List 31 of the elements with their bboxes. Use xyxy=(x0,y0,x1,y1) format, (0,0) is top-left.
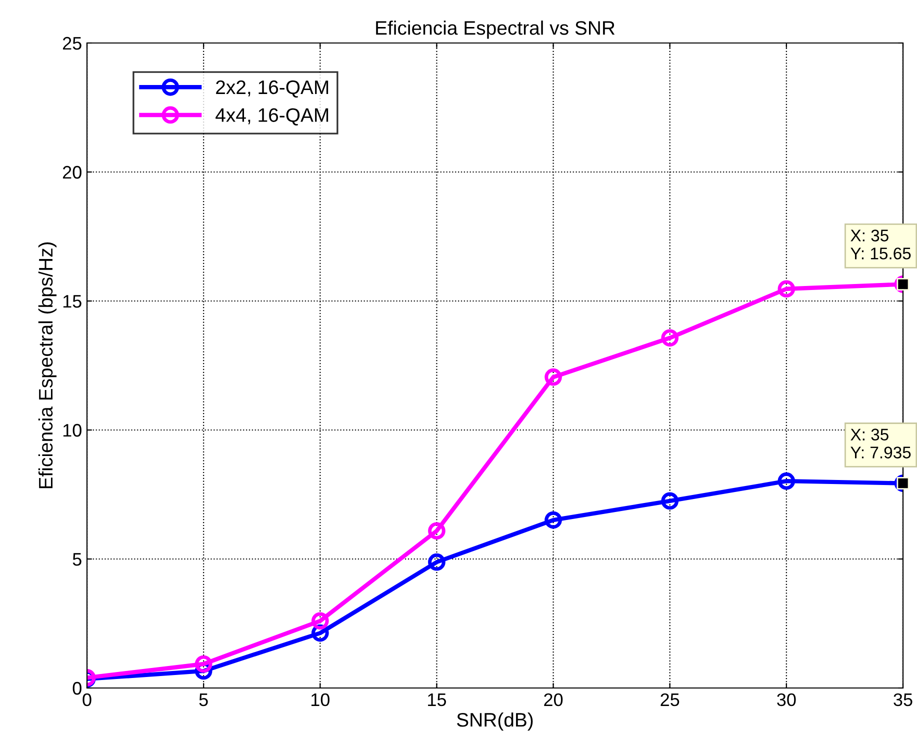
x-tick-label: 20 xyxy=(544,693,563,706)
point xyxy=(544,511,562,529)
y-tick-label: 25 xyxy=(62,36,82,50)
x-tick-label: 10 xyxy=(311,693,330,706)
point xyxy=(778,472,796,490)
y-axis-title: Eficiencia Espectral (bps/Hz) xyxy=(38,242,56,488)
x-tick-label: 5 xyxy=(199,694,208,706)
y-tick-label: 20 xyxy=(62,166,82,179)
x-tick-label: 30 xyxy=(777,693,796,706)
y-tick-label: 5 xyxy=(72,553,82,566)
annotation: X: 35 Y: 7.935 xyxy=(850,428,911,458)
point xyxy=(778,280,796,298)
chart-title: Eficiencia Espectral vs SNR xyxy=(376,20,615,39)
annotation: X: 35 Y: 15.65 xyxy=(850,230,911,260)
y-tick-label: 10 xyxy=(63,424,82,437)
legend-label: 4x4, 16-QAM xyxy=(216,108,328,126)
y-tick-label: 15 xyxy=(63,295,82,308)
x-tick-label: 0 xyxy=(82,693,92,706)
point xyxy=(311,612,329,630)
point xyxy=(428,553,446,571)
legend-label: 2x2, 16-QAM xyxy=(216,80,328,98)
point xyxy=(661,492,679,510)
point xyxy=(544,368,562,386)
y-tick-label: 0 xyxy=(72,682,82,695)
point xyxy=(428,522,446,540)
x-tick-label: 25 xyxy=(660,693,680,706)
x-axis-title: SNR(dB) xyxy=(456,712,533,731)
point xyxy=(661,329,679,347)
x-tick-label: 35 xyxy=(894,693,912,706)
x-tick-label: 15 xyxy=(428,694,446,706)
point xyxy=(194,655,212,673)
